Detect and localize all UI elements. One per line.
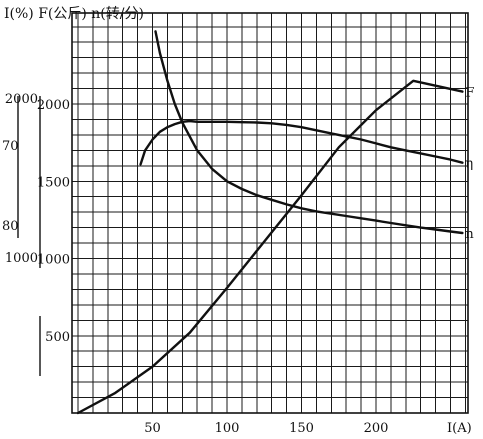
x-tick-label: 100 (215, 421, 240, 436)
x-tick-label: 150 (289, 421, 314, 436)
y-n-tick-label: 1500 (37, 175, 70, 190)
y-eta-tick-label: 80 (2, 219, 19, 234)
plot-frame (71, 12, 469, 414)
series-label: F (465, 86, 474, 101)
y-eta-tick-label: 70 (2, 139, 19, 154)
x-tick-label: 50 (144, 421, 161, 436)
curves: η n F (76, 30, 474, 415)
series-n-line (154, 30, 464, 235)
y-F-tick-label: 2000 (5, 92, 38, 107)
series-label: η (465, 157, 473, 172)
x-ticks: 50 100 150 200 (144, 421, 388, 436)
grid (72, 13, 468, 414)
chart-header: I(%) F(公斤) n(转/分) (4, 6, 144, 22)
series-η-line (139, 119, 464, 166)
x-axis-label: I(A) (447, 421, 472, 436)
y-n-tick-label: 500 (45, 330, 70, 345)
y-n-tick-label: 2000 (37, 98, 70, 113)
series-F-line (76, 79, 464, 415)
series-label: n (465, 227, 474, 242)
y-F-tick-label: 1000 (5, 251, 38, 266)
x-tick-label: 200 (364, 421, 389, 436)
y-n-tick-label: 1000 (37, 253, 70, 268)
y-ticks: 500 1000 1500 2000 1000 2000 70 80 (2, 92, 70, 345)
